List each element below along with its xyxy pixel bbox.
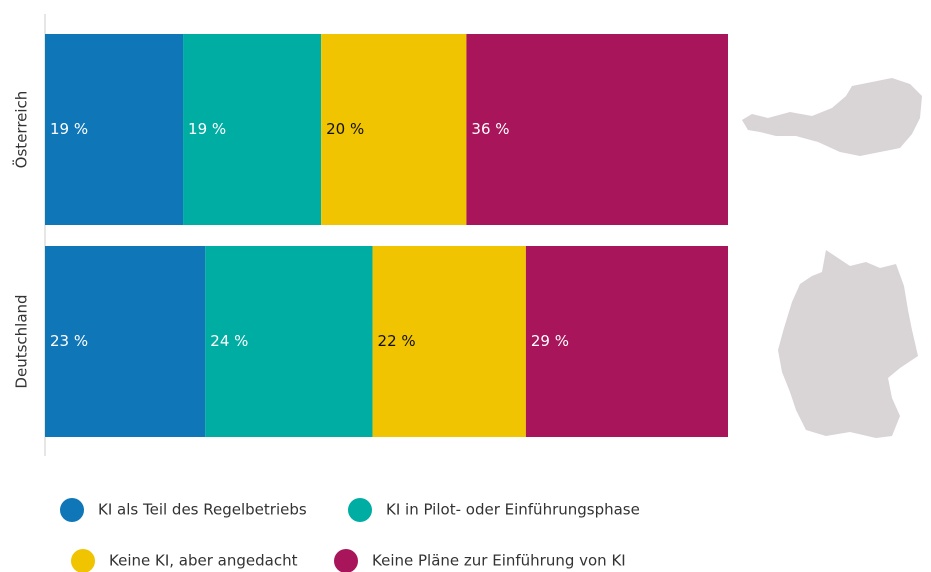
value-label: 19 % bbox=[50, 120, 88, 138]
legend-marker bbox=[348, 498, 372, 522]
value-label: 23 % bbox=[50, 332, 88, 350]
bar-segment bbox=[525, 246, 728, 437]
value-label: 29 % bbox=[531, 332, 569, 350]
category-label: Deutschland bbox=[13, 294, 31, 388]
legend-label: KI als Teil des Regelbetriebs bbox=[98, 501, 307, 519]
value-label: 24 % bbox=[210, 332, 248, 350]
bar-segment bbox=[466, 34, 728, 225]
legend-marker bbox=[334, 549, 358, 572]
map-germany bbox=[778, 250, 918, 438]
bar-segment bbox=[45, 246, 206, 437]
map-austria bbox=[742, 78, 922, 156]
value-label: 36 % bbox=[471, 120, 509, 138]
value-label: 19 % bbox=[188, 120, 226, 138]
legend-label: Keine KI, aber angedacht bbox=[109, 552, 298, 570]
legend-marker bbox=[71, 549, 95, 572]
legend-label: KI in Pilot- oder Einführungsphase bbox=[386, 501, 640, 519]
bar-segment bbox=[321, 34, 467, 225]
legend-label: Keine Pläne zur Einführung von KI bbox=[372, 552, 626, 570]
bar-segment bbox=[372, 246, 526, 437]
bar-segment bbox=[205, 246, 373, 437]
category-label: Österreich bbox=[12, 91, 31, 169]
bar-segment bbox=[45, 34, 184, 225]
bar-segment bbox=[183, 34, 322, 225]
value-label: 22 % bbox=[378, 332, 416, 350]
value-label: 20 % bbox=[326, 120, 364, 138]
legend-marker bbox=[60, 498, 84, 522]
